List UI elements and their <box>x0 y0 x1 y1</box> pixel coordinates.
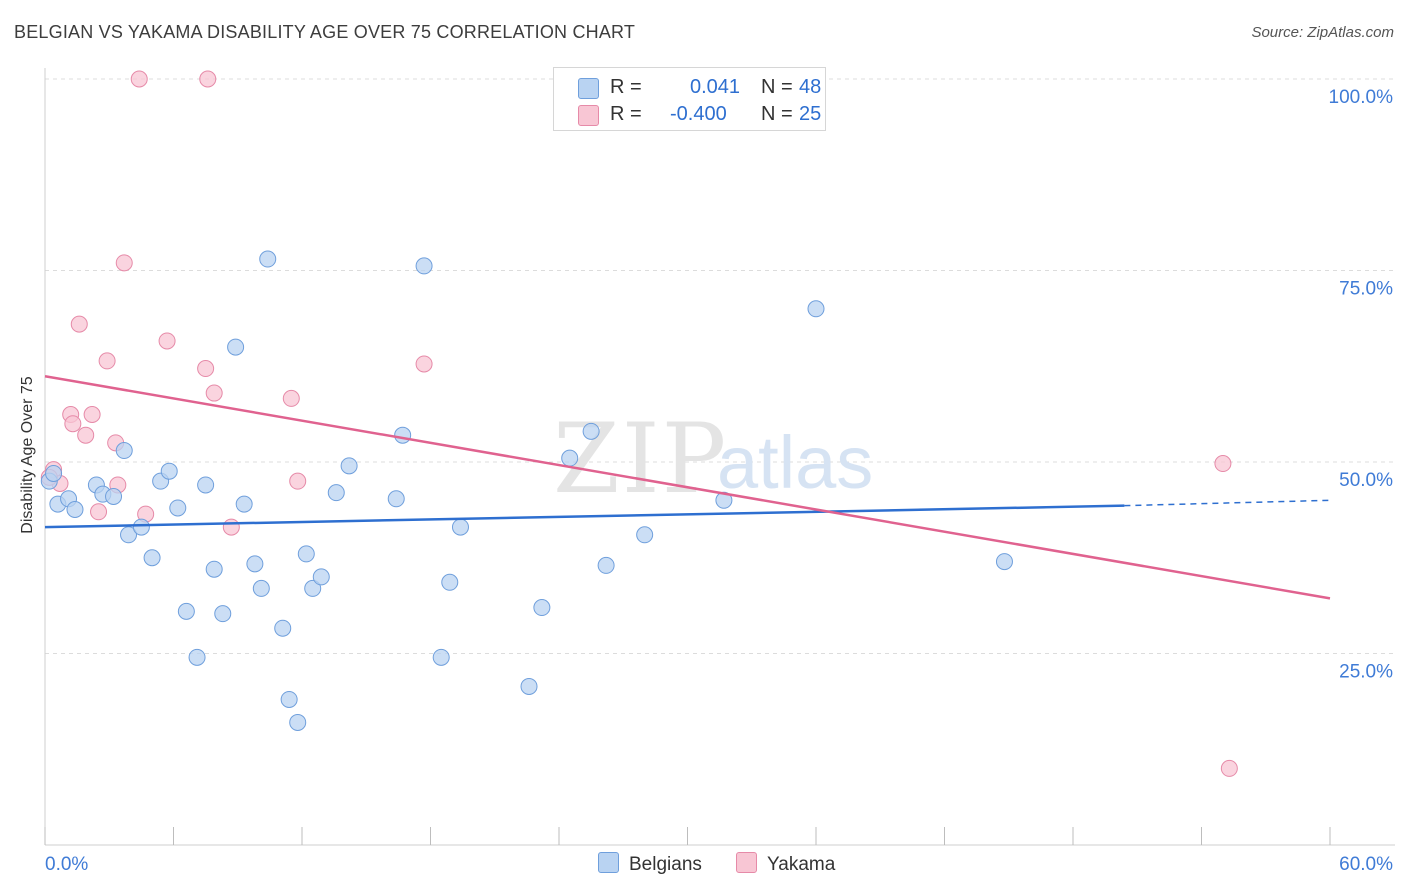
x-tick-label: 0.0% <box>45 854 88 875</box>
belgians-point <box>304 579 322 597</box>
belgians-point <box>132 518 150 536</box>
belgians-point <box>582 422 600 440</box>
belgians-point <box>280 690 298 708</box>
belgians-point <box>214 605 232 623</box>
yakama-point <box>282 389 300 407</box>
belgians-point <box>415 257 433 275</box>
belgians-point <box>235 495 253 513</box>
n-value: 48 <box>799 76 822 98</box>
watermark-zip: ZIP <box>553 403 728 515</box>
belgians-swatch <box>578 78 599 99</box>
belgians-point <box>246 555 264 573</box>
source-label: Source: ZipAtlas.com <box>1251 24 1394 41</box>
x-tick-label: 60.0% <box>1339 854 1393 875</box>
belgians-point <box>520 677 538 695</box>
yakama-legend-swatch <box>736 852 757 873</box>
legend-item-yakama: Yakama <box>736 852 835 876</box>
legend-item-belgians: Belgians <box>598 852 702 876</box>
belgians-point <box>252 579 270 597</box>
belgians-point <box>66 500 84 518</box>
yakama-point <box>115 254 133 272</box>
belgians-point <box>259 250 277 268</box>
belgians-point <box>197 476 215 494</box>
belgians-point <box>807 300 825 318</box>
yakama-legend-label: Yakama <box>767 854 836 875</box>
belgians-point <box>143 549 161 567</box>
belgians-point <box>169 499 187 517</box>
yakama-point <box>70 315 88 333</box>
y-tick-label: 50.0% <box>1339 470 1393 491</box>
belgians-point <box>995 553 1013 571</box>
yakama-point <box>64 415 82 433</box>
belgians-point <box>597 556 615 574</box>
yakama-swatch <box>578 105 599 126</box>
watermark: ZIP atlas <box>553 403 873 515</box>
yakama-point <box>130 70 148 88</box>
belgians-point <box>394 426 412 444</box>
r-value: 0.041 <box>690 76 741 98</box>
belgians-point <box>227 338 245 356</box>
belgians-point <box>327 484 345 502</box>
belgians-point <box>205 560 223 578</box>
belgians-point <box>340 457 358 475</box>
belgians-point <box>115 442 133 460</box>
belgians-point <box>432 648 450 666</box>
y-tick-label: 75.0% <box>1339 279 1393 300</box>
belgians-point <box>715 491 733 509</box>
trend-lines <box>44 374 1331 600</box>
yakama-point <box>205 384 223 402</box>
belgians-point <box>274 619 292 637</box>
belgians-points <box>40 250 1013 731</box>
yakama-point <box>77 426 95 444</box>
belgians-point <box>561 449 579 467</box>
yakama-points <box>40 70 1238 777</box>
yakama-point <box>1220 759 1238 777</box>
belgians-point <box>636 526 654 544</box>
correlation-legend: R = 0.041 N = 48 R = -0.400 N = 25 <box>553 67 826 131</box>
y-tick-label: 100.0% <box>1329 87 1394 108</box>
belgians-point <box>177 602 195 620</box>
r-label: R = <box>610 76 642 98</box>
y-tick-label: 25.0% <box>1339 662 1393 683</box>
n-value: 25 <box>799 103 822 125</box>
r-value: -0.400 <box>670 103 727 125</box>
yakama-point <box>222 518 240 536</box>
yakama-point <box>289 472 307 490</box>
yakama-point <box>199 70 217 88</box>
belgians-point <box>188 648 206 666</box>
belgians-legend-label: Belgians <box>629 854 702 875</box>
tick-labels: 25.0% 50.0% 75.0% 100.0% 0.0% 60.0% <box>45 87 1393 875</box>
yakama-point <box>98 352 116 370</box>
yakama-point <box>83 406 101 424</box>
yakama-point <box>90 503 108 521</box>
belgians-trend-line <box>44 504 1125 529</box>
belgians-point <box>451 518 469 536</box>
yakama-point <box>197 360 215 378</box>
belgians-trend-extension <box>1124 499 1331 507</box>
belgians-legend-swatch <box>598 852 619 873</box>
yakama-trend-line <box>44 374 1331 600</box>
belgians-point <box>533 599 551 617</box>
belgians-point <box>441 573 459 591</box>
axis-layer <box>44 68 1395 846</box>
belgians-point <box>105 487 123 505</box>
watermark-atlas: atlas <box>717 421 873 504</box>
belgians-point <box>312 568 330 586</box>
belgians-point <box>120 526 138 544</box>
belgians-point <box>297 545 315 563</box>
r-label: R = <box>610 103 642 125</box>
belgians-point <box>289 713 307 731</box>
yakama-point <box>158 332 176 350</box>
belgians-point <box>45 464 63 482</box>
yakama-point <box>1214 455 1232 473</box>
belgians-point <box>387 490 405 508</box>
chart-title: BELGIAN VS YAKAMA DISABILITY AGE OVER 75… <box>14 22 636 42</box>
n-label: N = <box>761 76 793 98</box>
n-label: N = <box>761 103 793 125</box>
yakama-point <box>415 355 433 373</box>
belgians-point <box>160 462 178 480</box>
